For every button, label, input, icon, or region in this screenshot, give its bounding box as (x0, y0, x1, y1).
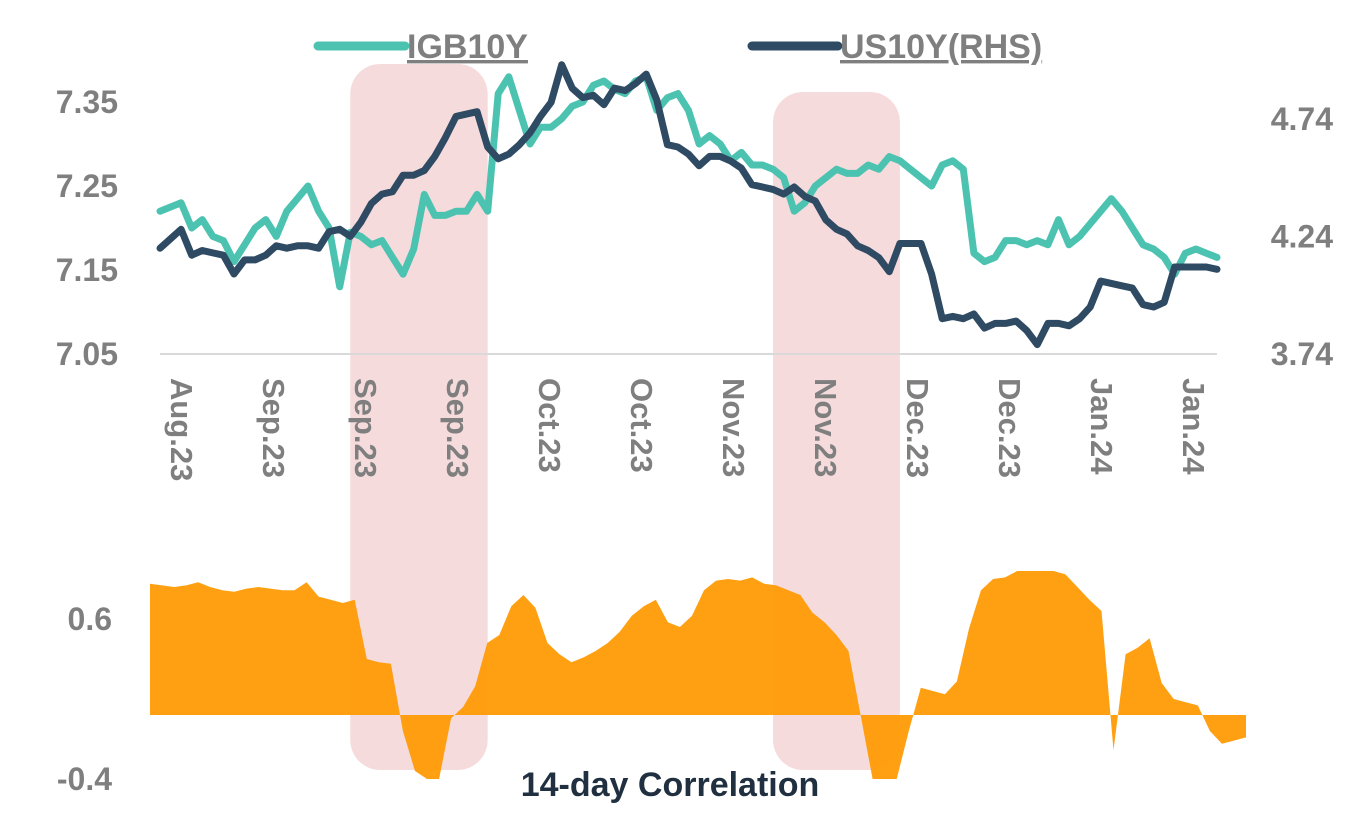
x-tick-label: Dec.23 (992, 378, 1027, 478)
legend: IGB10Y US10Y(RHS) (313, 28, 1042, 66)
y-right-tick-label: 4.24 (1271, 218, 1333, 254)
series-line-us10y (156, 61, 1221, 349)
correlation-y-tick-label: 0.6 (68, 601, 112, 637)
x-tick-label: Nov.23 (716, 378, 751, 477)
y-right-tick-label: 3.74 (1271, 336, 1333, 372)
legend-label-us10y[interactable]: US10Y(RHS) (840, 28, 1042, 66)
correlation-area (150, 571, 1246, 779)
legend-label-igb10y[interactable]: IGB10Y (407, 28, 528, 66)
x-tick-label: Sep.23 (256, 378, 291, 478)
x-tick-label: Dec.23 (900, 378, 935, 478)
y-left-tick-label: 7.05 (56, 336, 118, 372)
x-tick-label: Sep.23 (348, 378, 383, 478)
correlation-area-chart (150, 571, 1246, 779)
y-left-tick-label: 7.25 (56, 168, 118, 204)
x-tick-label: Aug.23 (164, 378, 199, 481)
y-right-tick-label: 4.74 (1271, 101, 1333, 137)
correlation-title: 14-day Correlation (521, 766, 820, 804)
x-tick-label: Sep.23 (440, 378, 475, 478)
highlight-band-2 (773, 92, 900, 770)
x-tick-label: Oct.23 (624, 378, 659, 473)
x-tick-label: Jan.24 (1084, 378, 1119, 475)
axes: 7.35 7.25 7.15 7.05 4.74 4.24 3.74 0.6 -0.4 Aug.2… (56, 84, 1333, 797)
series-line-igb10y (156, 73, 1221, 291)
x-tick-label: Jan.24 (1176, 378, 1211, 475)
y-left-tick-label: 7.15 (56, 252, 118, 288)
yield-line-chart (156, 61, 1221, 349)
x-tick-label: Nov.23 (808, 378, 843, 477)
correlation-y-tick-label: -0.4 (57, 761, 112, 797)
x-tick-label: Oct.23 (532, 378, 567, 473)
y-left-tick-label: 7.35 (56, 84, 118, 120)
